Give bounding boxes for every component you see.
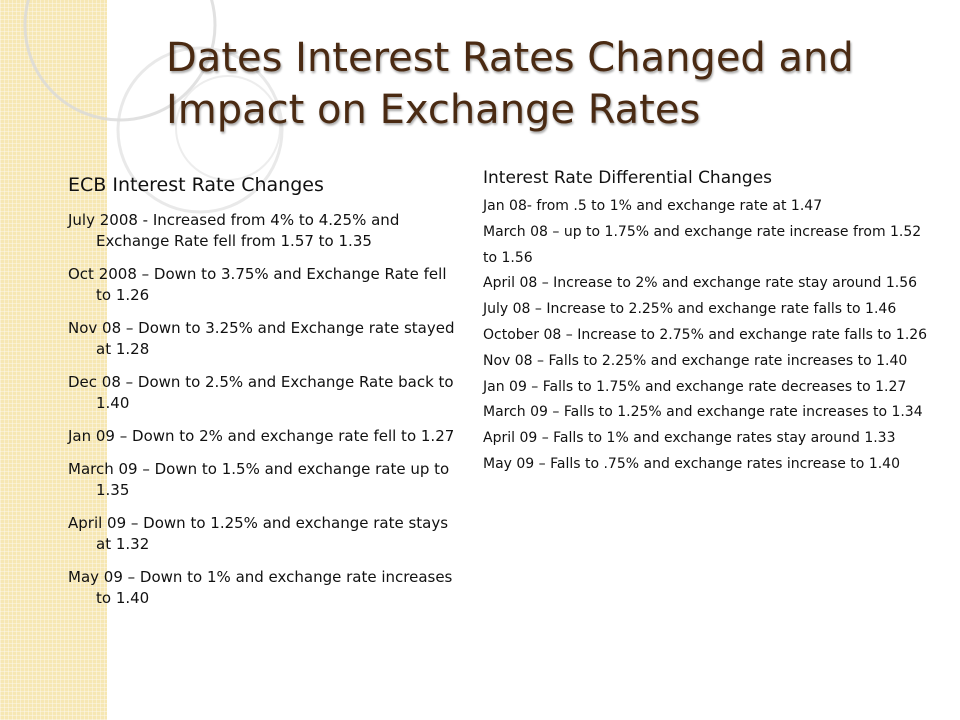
list-item: April 08 – Increase to 2% and exchange r… [483,275,918,292]
list-item: March 09 – Down to 1.5% and exchange rat… [68,460,450,499]
differential-list: Jan 08- from .5 to 1% and exchange rate … [483,194,933,478]
slide-title: Dates Interest Rates Changed and Impact … [166,35,854,133]
list-item: Jan 09 – Falls to 1.75% and exchange rat… [483,378,907,395]
ecb-list: July 2008 - Increased from 4% to 4.25% a… [68,210,458,609]
ecb-heading: ECB Interest Rate Changes [68,174,324,196]
decorative-rings [23,0,284,214]
list-item: July 08 – Increase to 2.25% and exchange… [483,301,897,318]
list-item: March 08 – up to 1.75% and exchange rate… [483,223,922,266]
list-item: Dec 08 – Down to 2.5% and Exchange Rate … [68,373,454,412]
differential-heading: Interest Rate Differential Changes [483,168,773,188]
list-item: Jan 09 – Down to 2% and exchange rate fe… [68,427,455,445]
list-item: April 09 – Falls to 1% and exchange rate… [483,430,896,447]
list-item: October 08 – Increase to 2.75% and excha… [483,326,928,343]
decorative-side-strip [0,0,107,720]
list-item: May 09 – Falls to .75% and exchange rate… [483,455,900,472]
list-item: Nov 08 – Down to 3.25% and Exchange rate… [68,319,455,358]
list-item: July 2008 - Increased from 4% to 4.25% a… [68,211,400,250]
list-item: Oct 2008 – Down to 3.75% and Exchange Ra… [68,265,447,304]
ecb-section: ECB Interest Rate Changes July 2008 - In… [68,174,458,621]
list-item: April 09 – Down to 1.25% and exchange ra… [68,514,449,553]
list-item: May 09 – Down to 1% and exchange rate in… [68,568,453,607]
list-item: March 09 – Falls to 1.25% and exchange r… [483,404,923,421]
differential-section: Interest Rate Differential Changes Jan 0… [483,168,933,478]
list-item: Nov 08 – Falls to 2.25% and exchange rat… [483,352,908,369]
list-item: Jan 08- from .5 to 1% and exchange rate … [483,198,823,214]
